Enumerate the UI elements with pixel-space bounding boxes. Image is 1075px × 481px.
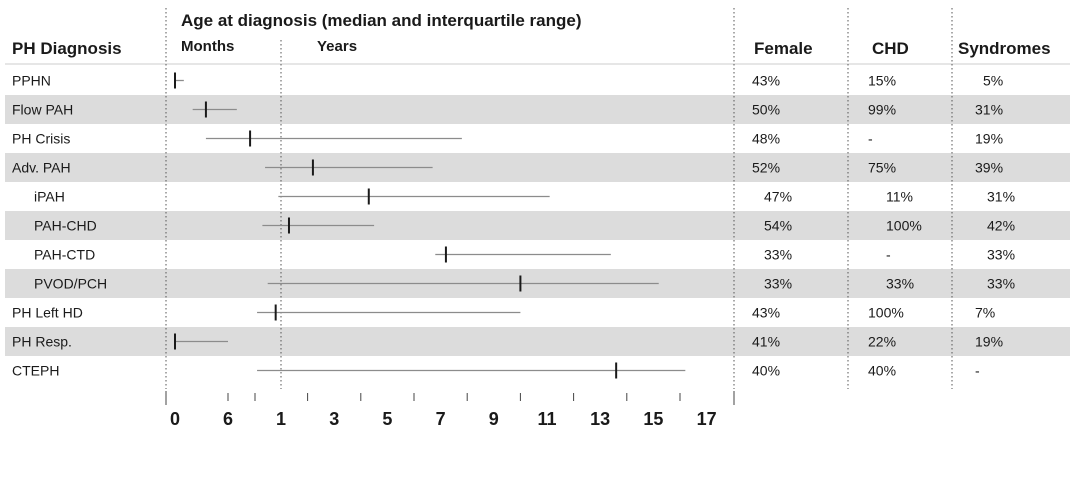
female-value: 43%	[752, 305, 780, 321]
x-tick-label: 0	[170, 409, 180, 429]
x-tick-label: 1	[276, 409, 286, 429]
x-axis: 0 6 1 3 5 7 9 11 13 15 17	[165, 391, 735, 429]
row-label: Adv. PAH	[12, 160, 71, 176]
table-row: PH Resp. 41% 22% 19%	[12, 333, 1003, 350]
row-stripe	[5, 327, 1070, 356]
chd-value: 40%	[868, 363, 896, 379]
x-tick-label: 5	[382, 409, 392, 429]
row-label: PH Left HD	[12, 305, 83, 321]
chd-value: 99%	[868, 102, 896, 118]
syndromes-value: 39%	[975, 160, 1003, 176]
x-tick-label: 6	[223, 409, 233, 429]
header-years: Years	[317, 38, 357, 55]
header-months: Months	[181, 38, 234, 55]
x-tick-label: 13	[590, 409, 610, 429]
chd-value: -	[868, 131, 873, 147]
chd-value: 11%	[886, 189, 913, 205]
header-syndromes: Syndromes	[958, 39, 1051, 58]
table-row: PVOD/PCH 33% 33% 33%	[34, 275, 1015, 292]
syndromes-value: 42%	[987, 218, 1015, 234]
row-label: PH Crisis	[12, 131, 70, 147]
row-label: PVOD/PCH	[34, 276, 107, 292]
table-row: iPAH 47% 11% 31%	[34, 188, 1015, 205]
syndromes-value: 19%	[975, 131, 1003, 147]
x-tick-label: 15	[643, 409, 663, 429]
female-value: 41%	[752, 334, 780, 350]
header-age-title: Age at diagnosis (median and interquarti…	[181, 11, 582, 30]
female-value: 33%	[764, 247, 792, 263]
row-label: PAH-CHD	[34, 218, 97, 234]
chd-value: 33%	[886, 276, 914, 292]
x-tick-label: 9	[489, 409, 499, 429]
row-label: PH Resp.	[12, 334, 72, 350]
chd-value: 15%	[868, 73, 896, 89]
x-tick-label: 3	[329, 409, 339, 429]
chd-value: 100%	[868, 305, 904, 321]
syndromes-value: 31%	[975, 102, 1003, 118]
female-value: 33%	[764, 276, 792, 292]
table-row: Adv. PAH 52% 75% 39%	[12, 159, 1003, 176]
row-label: CTEPH	[12, 363, 59, 379]
table-row: PH Crisis 48% - 19%	[12, 130, 1003, 147]
row-label: iPAH	[34, 189, 65, 205]
female-value: 43%	[752, 73, 780, 89]
row-label: Flow PAH	[12, 102, 73, 118]
syndromes-value: 33%	[987, 276, 1015, 292]
row-label: PAH-CTD	[34, 247, 95, 263]
chd-value: 22%	[868, 334, 896, 350]
row-stripe	[5, 153, 1070, 182]
table-row: CTEPH 40% 40% -	[12, 362, 980, 379]
header-chd: CHD	[872, 39, 909, 58]
x-tick-label: 17	[697, 409, 717, 429]
table-row: PPHN 43% 15% 5%	[12, 72, 1003, 89]
female-value: 54%	[764, 218, 792, 234]
row-label: PPHN	[12, 73, 51, 89]
chd-value: 100%	[886, 218, 922, 234]
syndromes-value: 19%	[975, 334, 1003, 350]
syndromes-value: 5%	[983, 73, 1003, 89]
header-ph-diagnosis: PH Diagnosis	[12, 39, 122, 58]
syndromes-value: 31%	[987, 189, 1015, 205]
table-row: PH Left HD 43% 100% 7%	[12, 304, 995, 321]
row-stripe	[5, 211, 1070, 240]
table-row: PAH-CTD 33% - 33%	[34, 246, 1015, 263]
chd-value: 75%	[868, 160, 896, 176]
column-dividers	[5, 8, 1070, 389]
table-row: PAH-CHD 54% 100% 42%	[34, 217, 1015, 234]
chd-value: -	[886, 247, 891, 263]
female-value: 50%	[752, 102, 780, 118]
header-female: Female	[754, 39, 813, 58]
x-tick-label: 11	[537, 409, 556, 429]
row-stripe	[5, 95, 1070, 124]
syndromes-value: 33%	[987, 247, 1015, 263]
data-rows: PPHN 43% 15% 5% Flow PAH 50% 99% 31% PH Crisis 48…	[12, 72, 1015, 379]
female-value: 52%	[752, 160, 780, 176]
table-row: Flow PAH 50% 99% 31%	[12, 101, 1003, 118]
syndromes-value: 7%	[975, 305, 995, 321]
female-value: 47%	[764, 189, 792, 205]
female-value: 48%	[752, 131, 780, 147]
female-value: 40%	[752, 363, 780, 379]
syndromes-value: -	[975, 363, 980, 379]
x-tick-label: 7	[436, 409, 446, 429]
